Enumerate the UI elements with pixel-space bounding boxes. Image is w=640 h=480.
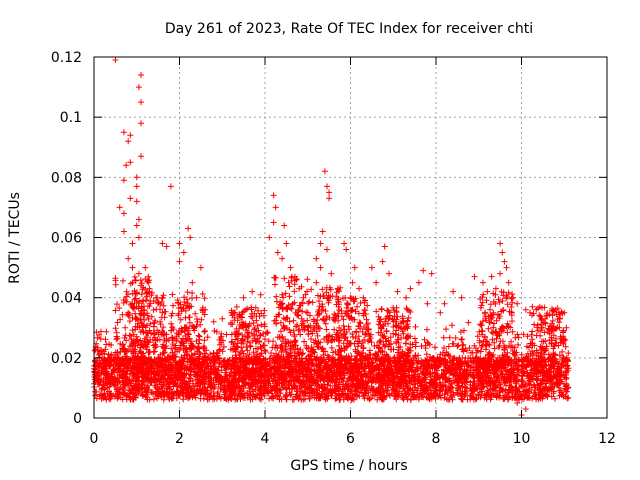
x-tick-label: 12 xyxy=(598,431,616,447)
axis-ticks xyxy=(93,56,608,419)
x-tick-label: 4 xyxy=(261,431,270,447)
y-tick-label: 0.12 xyxy=(51,50,82,66)
roti-series-markers xyxy=(91,57,572,418)
x-tick-label: 0 xyxy=(90,431,99,447)
x-tick-label: 2 xyxy=(175,431,184,447)
tick-labels: 0 2 4 6 8 10 12 0 0.02 0.04 0.06 0.08 0.1 0.12 xyxy=(51,50,616,447)
data-points xyxy=(91,57,572,418)
y-tick-label: 0 xyxy=(73,411,82,427)
x-tick-label: 10 xyxy=(513,431,531,447)
y-tick-label: 0.1 xyxy=(60,110,82,126)
y-tick-label: 0.08 xyxy=(51,170,82,186)
y-axis-label: ROTI / TECUs xyxy=(7,192,23,284)
y-tick-label: 0.02 xyxy=(51,351,82,367)
y-tick-label: 0.04 xyxy=(51,291,82,307)
x-axis-label: GPS time / hours xyxy=(290,458,407,474)
chart-title: Day 261 of 2023, Rate Of TEC Index for r… xyxy=(165,21,533,37)
y-tick-label: 0.06 xyxy=(51,231,82,247)
x-tick-label: 6 xyxy=(346,431,355,447)
x-tick-label: 8 xyxy=(432,431,441,447)
